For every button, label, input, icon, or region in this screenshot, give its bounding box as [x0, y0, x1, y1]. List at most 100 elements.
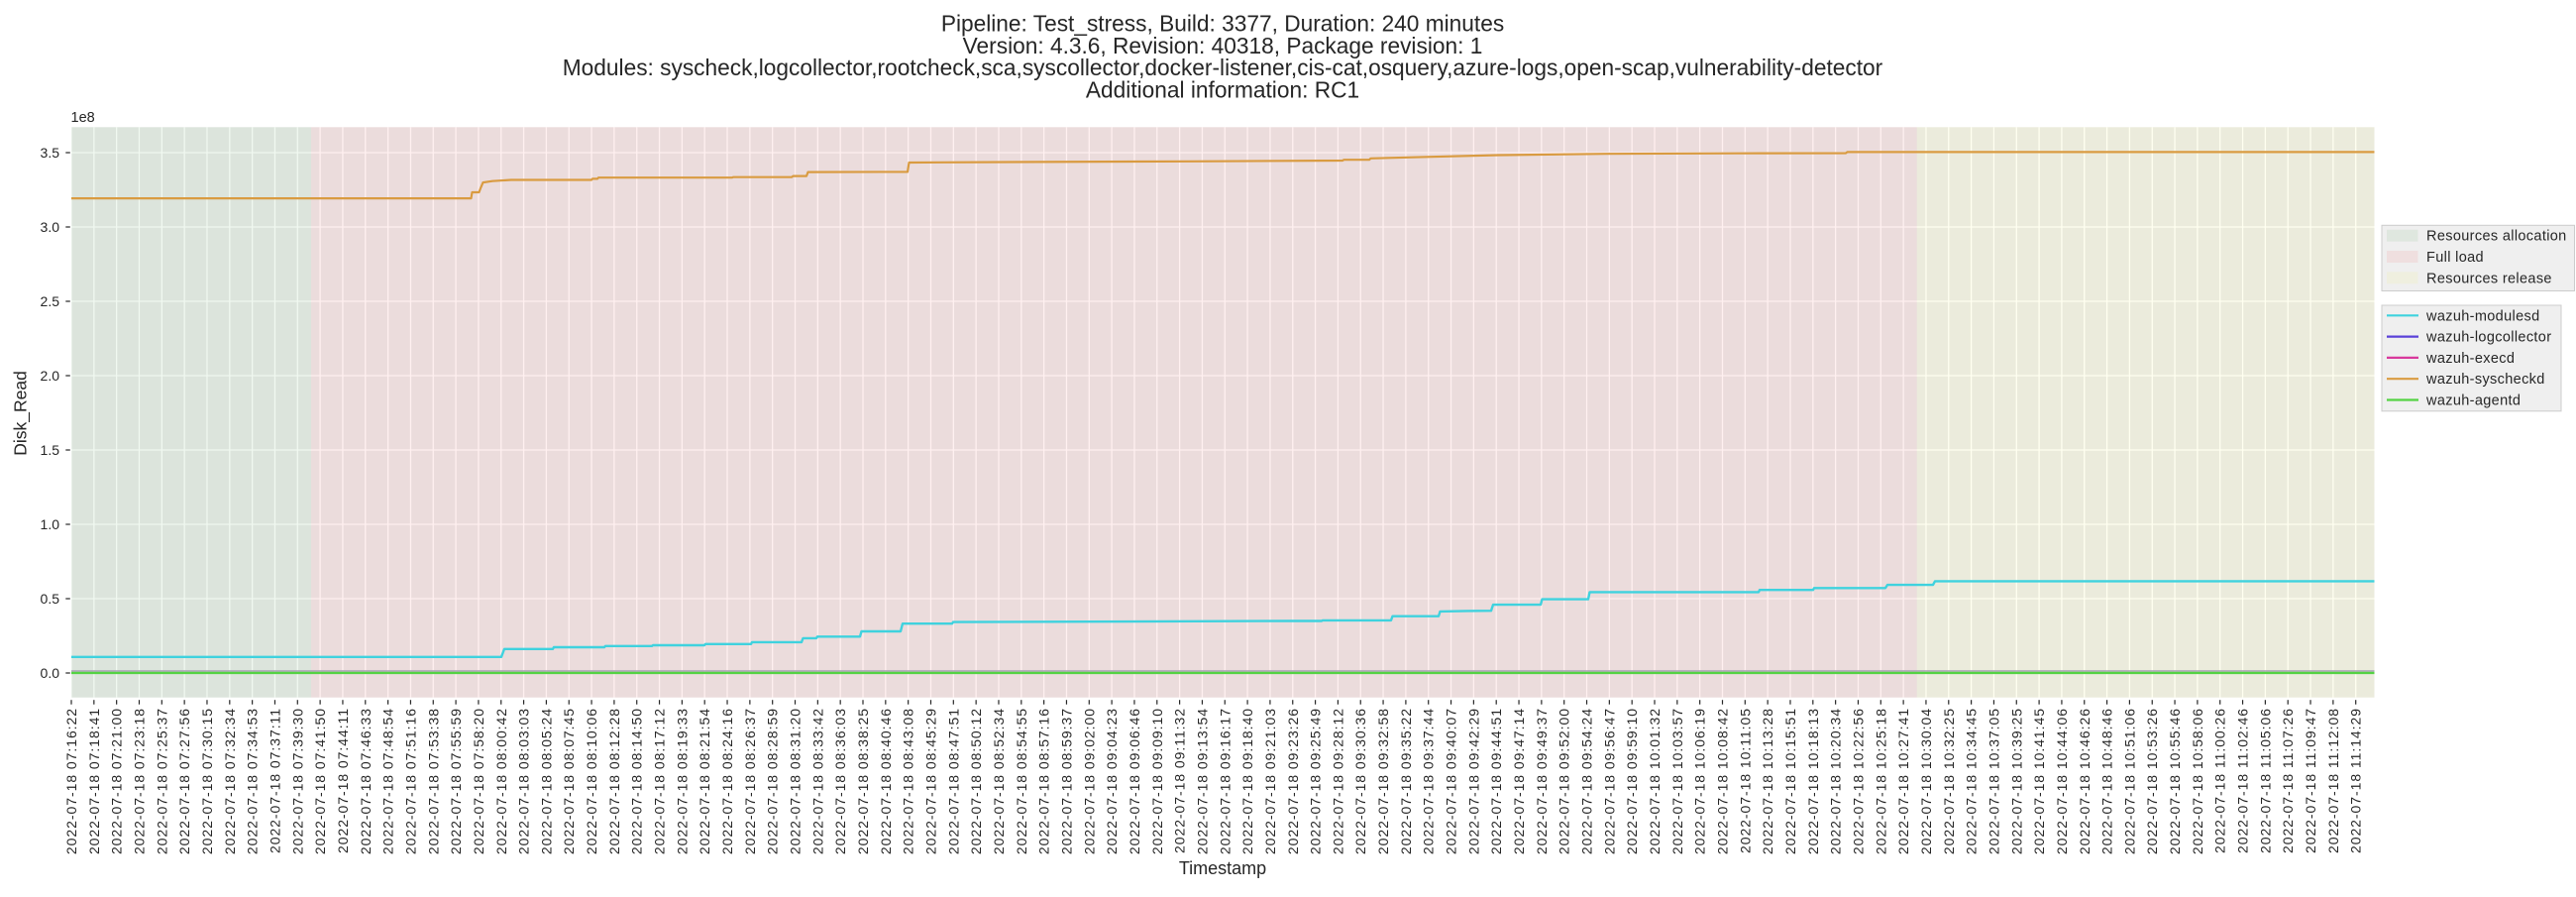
svg-text:2022-07-18 07:34:53: 2022-07-18 07:34:53: [245, 708, 261, 854]
svg-text:2022-07-18 07:23:18: 2022-07-18 07:23:18: [131, 708, 147, 854]
svg-text:3.0: 3.0: [41, 219, 60, 235]
svg-text:wazuh-modulesd: wazuh-modulesd: [2425, 308, 2540, 324]
svg-text:2022-07-18 11:05:06: 2022-07-18 11:05:06: [2257, 708, 2273, 853]
svg-text:2022-07-18 08:14:50: 2022-07-18 08:14:50: [629, 708, 645, 854]
svg-text:2022-07-18 08:33:42: 2022-07-18 08:33:42: [809, 708, 825, 854]
svg-text:2022-07-18 07:32:34: 2022-07-18 07:32:34: [222, 708, 238, 854]
svg-text:3.5: 3.5: [41, 145, 60, 161]
svg-text:2022-07-18 10:25:18: 2022-07-18 10:25:18: [1873, 708, 1888, 854]
svg-text:2022-07-18 10:03:57: 2022-07-18 10:03:57: [1669, 708, 1685, 854]
svg-text:2022-07-18 08:26:37: 2022-07-18 08:26:37: [742, 708, 758, 854]
svg-text:2.0: 2.0: [41, 368, 60, 384]
svg-text:1e8: 1e8: [71, 110, 95, 126]
svg-text:wazuh-syscheckd: wazuh-syscheckd: [2425, 372, 2545, 388]
svg-text:2022-07-18 07:41:50: 2022-07-18 07:41:50: [312, 708, 328, 854]
svg-text:2022-07-18 08:54:55: 2022-07-18 08:54:55: [1014, 708, 1029, 854]
svg-text:2022-07-18 10:48:46: 2022-07-18 10:48:46: [2099, 708, 2115, 854]
svg-text:2022-07-18 07:18:41: 2022-07-18 07:18:41: [86, 708, 102, 854]
svg-text:2022-07-18 09:37:44: 2022-07-18 09:37:44: [1421, 708, 1437, 854]
svg-text:2022-07-18 11:12:08: 2022-07-18 11:12:08: [2325, 708, 2341, 853]
svg-text:2022-07-18 08:45:29: 2022-07-18 08:45:29: [922, 708, 938, 854]
svg-text:2022-07-18 07:44:11: 2022-07-18 07:44:11: [335, 708, 351, 853]
svg-text:2022-07-18 09:21:03: 2022-07-18 09:21:03: [1262, 708, 1278, 854]
svg-text:2022-07-18 10:44:06: 2022-07-18 10:44:06: [2054, 708, 2070, 854]
svg-text:2022-07-18 10:18:13: 2022-07-18 10:18:13: [1805, 708, 1821, 854]
svg-text:2022-07-18 07:55:59: 2022-07-18 07:55:59: [448, 708, 464, 854]
svg-text:2022-07-18 09:54:24: 2022-07-18 09:54:24: [1579, 708, 1595, 854]
svg-text:2022-07-18 08:05:24: 2022-07-18 08:05:24: [538, 708, 554, 854]
svg-text:2022-07-18 10:27:41: 2022-07-18 10:27:41: [1895, 708, 1911, 854]
svg-text:2022-07-18 08:10:06: 2022-07-18 08:10:06: [584, 708, 599, 854]
svg-text:2022-07-18 11:07:26: 2022-07-18 11:07:26: [2280, 708, 2296, 853]
svg-text:2022-07-18 09:56:47: 2022-07-18 09:56:47: [1601, 708, 1617, 854]
svg-text:2022-07-18 08:40:46: 2022-07-18 08:40:46: [878, 708, 894, 854]
svg-text:2022-07-18 07:53:38: 2022-07-18 07:53:38: [425, 708, 441, 854]
svg-text:2022-07-18 10:41:45: 2022-07-18 10:41:45: [2031, 708, 2047, 854]
svg-text:wazuh-logcollector: wazuh-logcollector: [2425, 330, 2551, 346]
svg-text:2022-07-18 10:51:06: 2022-07-18 10:51:06: [2121, 708, 2137, 854]
svg-text:2022-07-18 08:52:34: 2022-07-18 08:52:34: [991, 708, 1007, 854]
svg-text:Disk_Read: Disk_Read: [11, 371, 32, 456]
svg-text:2022-07-18 07:48:54: 2022-07-18 07:48:54: [380, 708, 396, 854]
svg-text:2022-07-18 09:06:46: 2022-07-18 09:06:46: [1127, 708, 1142, 854]
svg-text:2022-07-18 07:16:22: 2022-07-18 07:16:22: [63, 708, 79, 854]
svg-text:2022-07-18 11:02:46: 2022-07-18 11:02:46: [2235, 708, 2251, 853]
svg-text:2022-07-18 08:21:54: 2022-07-18 08:21:54: [697, 708, 712, 854]
svg-text:2022-07-18 10:15:51: 2022-07-18 10:15:51: [1782, 708, 1798, 854]
svg-text:2022-07-18 10:39:25: 2022-07-18 10:39:25: [2008, 708, 2024, 854]
svg-text:1.0: 1.0: [41, 516, 60, 532]
svg-text:2022-07-18 10:13:28: 2022-07-18 10:13:28: [1760, 708, 1775, 854]
svg-text:2022-07-18 08:50:12: 2022-07-18 08:50:12: [968, 708, 984, 854]
svg-text:2022-07-18 08:28:59: 2022-07-18 08:28:59: [765, 708, 781, 854]
svg-text:Resources allocation: Resources allocation: [2426, 229, 2567, 245]
svg-text:2022-07-18 08:57:16: 2022-07-18 08:57:16: [1036, 708, 1052, 854]
svg-text:2022-07-18 11:09:47: 2022-07-18 11:09:47: [2303, 708, 2318, 853]
svg-text:2022-07-18 10:01:32: 2022-07-18 10:01:32: [1647, 708, 1663, 854]
svg-text:2022-07-18 09:59:10: 2022-07-18 09:59:10: [1624, 708, 1640, 854]
svg-text:2022-07-18 07:58:20: 2022-07-18 07:58:20: [471, 708, 486, 854]
svg-text:Version: 4.3.6, Revision: 4031: Version: 4.3.6, Revision: 40318, Package…: [963, 33, 1483, 58]
svg-text:2022-07-18 10:30:04: 2022-07-18 10:30:04: [1918, 708, 1934, 854]
svg-text:2022-07-18 09:44:51: 2022-07-18 09:44:51: [1488, 708, 1504, 854]
svg-text:2022-07-18 10:55:46: 2022-07-18 10:55:46: [2167, 708, 2183, 854]
svg-text:2022-07-18 09:23:26: 2022-07-18 09:23:26: [1285, 708, 1301, 854]
svg-text:2022-07-18 08:00:42: 2022-07-18 08:00:42: [493, 708, 509, 854]
svg-text:2022-07-18 09:11:32: 2022-07-18 09:11:32: [1172, 708, 1188, 853]
svg-text:Resources release: Resources release: [2426, 271, 2552, 286]
svg-text:2022-07-18 07:30:15: 2022-07-18 07:30:15: [199, 708, 215, 854]
svg-text:2022-07-18 08:17:12: 2022-07-18 08:17:12: [652, 708, 668, 854]
svg-text:2022-07-18 10:32:25: 2022-07-18 10:32:25: [1941, 708, 1957, 854]
svg-text:2022-07-18 08:38:25: 2022-07-18 08:38:25: [855, 708, 871, 854]
svg-text:2022-07-18 09:35:22: 2022-07-18 09:35:22: [1398, 708, 1414, 854]
svg-text:Additional information: RC1: Additional information: RC1: [1086, 76, 1359, 102]
svg-text:2022-07-18 11:00:26: 2022-07-18 11:00:26: [2212, 708, 2228, 853]
svg-text:2022-07-18 09:04:23: 2022-07-18 09:04:23: [1104, 708, 1120, 854]
svg-text:2022-07-18 10:22:56: 2022-07-18 10:22:56: [1850, 708, 1866, 854]
svg-text:2022-07-18 09:47:14: 2022-07-18 09:47:14: [1511, 708, 1527, 854]
svg-text:2022-07-18 09:30:36: 2022-07-18 09:30:36: [1352, 708, 1368, 854]
svg-text:2022-07-18 10:58:06: 2022-07-18 10:58:06: [2190, 708, 2205, 854]
svg-text:2022-07-18 08:07:45: 2022-07-18 08:07:45: [561, 708, 577, 854]
svg-text:Timestamp: Timestamp: [1179, 858, 1266, 878]
svg-text:2022-07-18 08:47:51: 2022-07-18 08:47:51: [945, 708, 961, 854]
svg-text:2022-07-18 11:14:29: 2022-07-18 11:14:29: [2348, 708, 2364, 853]
svg-text:2022-07-18 09:18:40: 2022-07-18 09:18:40: [1239, 708, 1255, 854]
svg-text:2022-07-18 09:40:07: 2022-07-18 09:40:07: [1444, 708, 1459, 854]
svg-text:0.5: 0.5: [41, 591, 60, 607]
svg-text:2022-07-18 09:42:29: 2022-07-18 09:42:29: [1465, 708, 1481, 854]
svg-text:2022-07-18 09:52:00: 2022-07-18 09:52:00: [1556, 708, 1572, 854]
svg-text:2022-07-18 07:27:56: 2022-07-18 07:27:56: [176, 708, 192, 854]
svg-text:Pipeline: Test_stress, Build:: Pipeline: Test_stress, Build: 3377, Dura…: [941, 11, 1504, 37]
svg-text:2022-07-18 07:21:00: 2022-07-18 07:21:00: [109, 708, 125, 854]
svg-text:2022-07-18 10:08:42: 2022-07-18 10:08:42: [1715, 708, 1731, 854]
svg-text:2022-07-18 08:12:28: 2022-07-18 08:12:28: [606, 708, 622, 854]
svg-text:2022-07-18 07:37:11: 2022-07-18 07:37:11: [267, 708, 282, 853]
svg-text:2022-07-18 08:43:08: 2022-07-18 08:43:08: [901, 708, 916, 854]
svg-text:2022-07-18 09:49:37: 2022-07-18 09:49:37: [1534, 708, 1550, 854]
svg-text:2022-07-18 09:09:10: 2022-07-18 09:09:10: [1149, 708, 1165, 854]
svg-text:2022-07-18 10:34:45: 2022-07-18 10:34:45: [1964, 708, 1980, 854]
svg-text:Full load: Full load: [2426, 250, 2484, 266]
svg-text:2022-07-18 10:37:05: 2022-07-18 10:37:05: [1986, 708, 2001, 854]
svg-text:2022-07-18 09:02:00: 2022-07-18 09:02:00: [1081, 708, 1097, 854]
svg-text:wazuh-agentd: wazuh-agentd: [2425, 393, 2521, 409]
